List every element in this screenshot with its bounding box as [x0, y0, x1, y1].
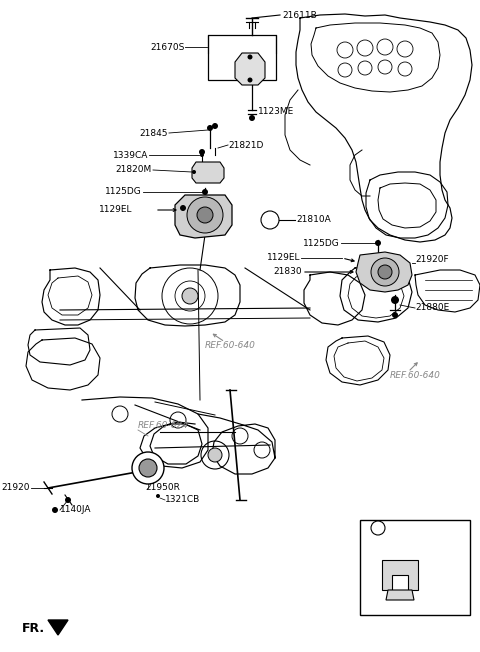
Circle shape	[199, 149, 205, 155]
Circle shape	[187, 197, 223, 233]
Text: a: a	[375, 524, 381, 533]
Polygon shape	[175, 195, 232, 238]
Circle shape	[371, 258, 399, 286]
Text: 21830: 21830	[274, 267, 302, 276]
Circle shape	[192, 170, 196, 174]
Circle shape	[378, 265, 392, 279]
Circle shape	[248, 78, 252, 83]
Text: 1129EL: 1129EL	[98, 205, 132, 215]
Circle shape	[182, 288, 198, 304]
Circle shape	[52, 507, 58, 513]
Text: a: a	[267, 216, 273, 224]
Circle shape	[371, 521, 385, 535]
Text: 21845: 21845	[140, 128, 168, 138]
Text: 21820M: 21820M	[116, 166, 152, 175]
Text: REF.60-640: REF.60-640	[205, 340, 256, 349]
Circle shape	[248, 55, 252, 59]
Circle shape	[197, 207, 213, 223]
Text: 21819B: 21819B	[390, 523, 428, 533]
Polygon shape	[386, 590, 414, 600]
Circle shape	[202, 189, 208, 195]
Text: 1140JA: 1140JA	[60, 505, 92, 514]
Text: REF.60-640: REF.60-640	[390, 370, 441, 379]
Text: 21670S: 21670S	[151, 42, 185, 52]
Polygon shape	[235, 53, 265, 85]
Bar	[208, 35, 276, 80]
Circle shape	[65, 497, 71, 503]
Circle shape	[156, 494, 160, 498]
Text: 1123ME: 1123ME	[258, 108, 294, 117]
Circle shape	[208, 448, 222, 462]
Text: 21821D: 21821D	[228, 140, 264, 149]
Text: 1339CA: 1339CA	[113, 151, 148, 160]
Text: 21810A: 21810A	[296, 216, 331, 224]
Text: FR.: FR.	[22, 621, 45, 634]
Circle shape	[203, 190, 207, 194]
Text: 21950R: 21950R	[145, 484, 180, 492]
Polygon shape	[192, 162, 224, 183]
Circle shape	[200, 153, 204, 157]
Text: 1129EL: 1129EL	[266, 254, 300, 263]
Circle shape	[207, 125, 213, 131]
Circle shape	[249, 115, 255, 121]
Circle shape	[212, 123, 218, 129]
Circle shape	[375, 240, 381, 246]
Text: 21920F: 21920F	[415, 256, 449, 265]
Circle shape	[180, 205, 186, 211]
Polygon shape	[48, 620, 68, 635]
Circle shape	[261, 211, 279, 229]
Text: 1125DG: 1125DG	[105, 188, 142, 196]
Text: REF.60-624: REF.60-624	[138, 421, 189, 430]
Text: 21880E: 21880E	[415, 303, 449, 312]
Circle shape	[392, 312, 398, 318]
Circle shape	[139, 459, 157, 477]
Circle shape	[208, 126, 212, 130]
Bar	[360, 520, 470, 615]
Text: 1321CB: 1321CB	[165, 496, 200, 505]
Circle shape	[66, 498, 70, 502]
Text: 1125DG: 1125DG	[303, 239, 340, 248]
Circle shape	[132, 452, 164, 484]
Polygon shape	[382, 560, 418, 590]
Text: 21920: 21920	[1, 484, 30, 492]
Circle shape	[391, 296, 399, 304]
Text: 21611B: 21611B	[282, 10, 317, 20]
Polygon shape	[356, 252, 412, 292]
